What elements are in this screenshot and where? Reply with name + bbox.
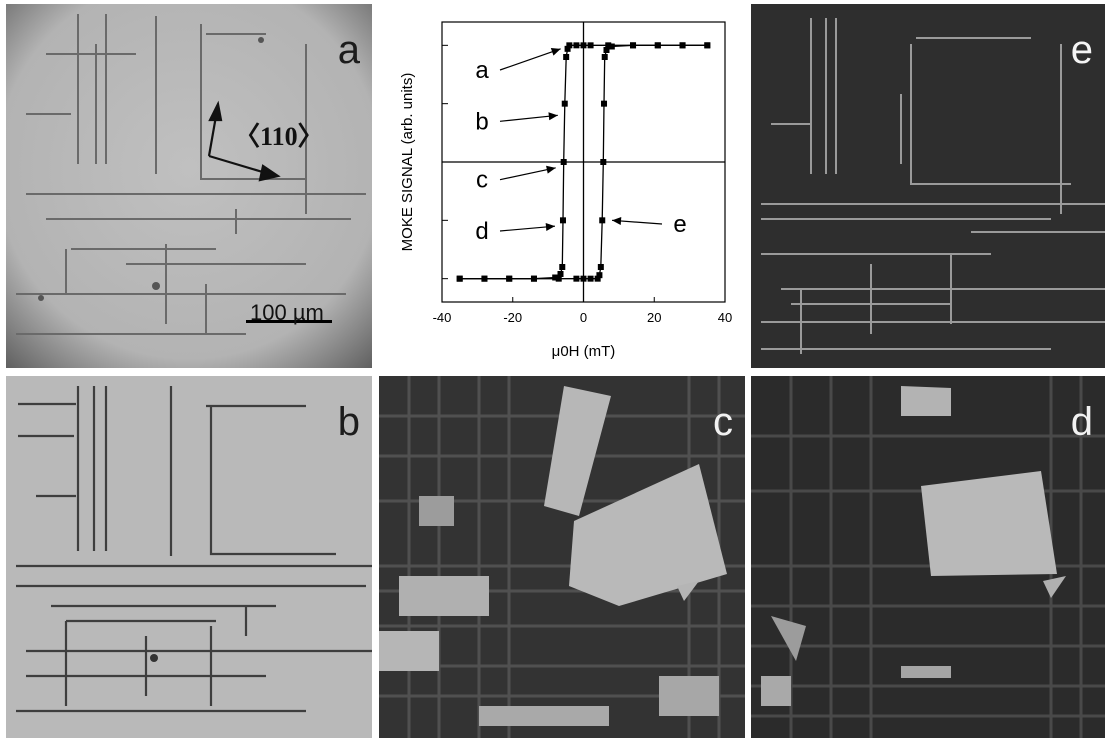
domain-image-e: [751, 4, 1105, 368]
data-point: [608, 43, 615, 50]
data-point: [580, 275, 587, 282]
data-point: [555, 275, 562, 282]
annotation-label-d: d: [475, 218, 488, 245]
x-tick-label: 20: [647, 310, 661, 325]
annotation-arrowhead-e: [612, 217, 622, 225]
annotation-label-b: b: [475, 108, 488, 135]
data-point: [587, 275, 594, 282]
annotation-arrowhead-d: [545, 222, 555, 231]
data-point: [573, 275, 580, 282]
data-point: [679, 42, 686, 49]
panel-letter-b: b: [337, 400, 360, 444]
chart-svg: -40 -20 0 20 40 μ0H (mT) MOKE SIGNAL (arb. uni…: [399, 21, 732, 360]
data-point: [596, 272, 603, 279]
domain-image-d: [751, 376, 1105, 738]
data-point: [566, 42, 573, 49]
x-axis-label: μ0H (mT): [552, 343, 616, 360]
x-tick-label: 0: [580, 310, 587, 325]
x-tick-label: -40: [433, 310, 452, 325]
image-panel-a: a 〈110〉 100 µm: [6, 4, 372, 368]
data-point: [506, 275, 513, 282]
x-tick-label: 40: [718, 310, 732, 325]
annotation-arrowhead-b: [548, 112, 558, 121]
y-axis-label: MOKE SIGNAL (arb. units): [399, 73, 416, 252]
data-point: [456, 275, 463, 282]
data-point: [552, 274, 559, 281]
scale-bar-label: 100 µm: [250, 300, 324, 325]
annotation-arrow-d: [499, 225, 556, 232]
data-point: [654, 42, 661, 49]
crystal-axis-arrows: [207, 100, 332, 323]
data-point: [587, 42, 594, 49]
domain-image-a: [6, 4, 372, 368]
data-point: [599, 217, 606, 224]
image-panel-b: b: [6, 376, 372, 738]
data-point: [601, 100, 608, 107]
data-point: [481, 275, 488, 282]
image-panel-c: c: [379, 376, 745, 738]
annotation-arrow-b: [499, 114, 558, 122]
annotation-label-e: e: [673, 211, 686, 238]
data-point: [601, 54, 608, 60]
data-point: [630, 42, 637, 49]
data-point: [559, 217, 566, 224]
data-point: [559, 264, 566, 270]
annotation-arrowhead-c: [546, 165, 556, 174]
data-point: [557, 271, 564, 277]
data-point: [603, 47, 610, 53]
hysteresis-chart: -40 -20 0 20 40 μ0H (mT) MOKE SIGNAL (arb. uni…: [390, 4, 745, 370]
data-point: [560, 159, 567, 165]
annotation-arrow-a: [499, 48, 561, 71]
annotation-label-c: c: [476, 167, 488, 194]
data-point: [605, 42, 612, 49]
domain-image-b: [6, 376, 372, 738]
data-point: [573, 42, 580, 49]
panel-letter-d: d: [1070, 400, 1093, 444]
domain-image-c: [379, 376, 745, 738]
data-point: [597, 264, 604, 270]
x-tick-label: -20: [503, 310, 522, 325]
annotation-label-a: a: [475, 57, 489, 84]
data-point: [561, 100, 568, 107]
data-point: [600, 159, 607, 165]
data-point: [564, 45, 571, 52]
data-point: [530, 275, 537, 282]
image-panel-e: e: [751, 4, 1105, 368]
data-point: [704, 42, 711, 49]
panel-letter-a: a: [337, 28, 360, 72]
data-point: [594, 275, 601, 282]
data-point: [563, 54, 570, 60]
image-panel-d: d: [751, 376, 1105, 738]
panel-letter-c: c: [713, 400, 733, 444]
panel-letter-e: e: [1070, 28, 1093, 72]
annotation-arrowhead-a: [550, 48, 561, 56]
axis-label-110: 〈110〉: [234, 122, 324, 151]
data-point: [580, 42, 587, 49]
annotation-arrow-c: [499, 167, 556, 181]
